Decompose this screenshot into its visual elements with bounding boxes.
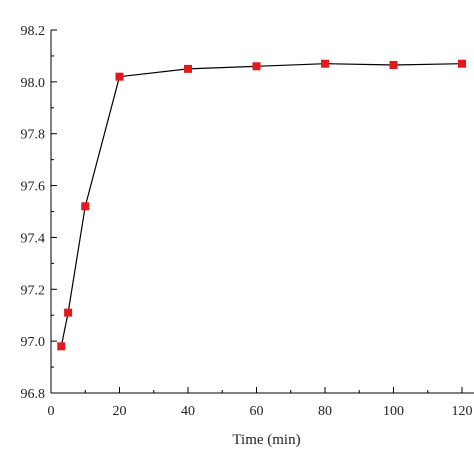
y-tick-label: 97.2 [21,283,46,298]
data-point-marker [321,59,329,68]
data-point-marker [64,308,73,317]
data-point-marker [458,59,466,68]
y-tick-label: 97.0 [21,335,46,350]
y-tick-label: 96.8 [21,387,46,402]
axes [50,30,474,394]
x-tick-label: 40 [181,404,195,419]
y-tick-label: 97.4 [21,231,46,246]
x-tick-label: 120 [452,404,473,419]
series [57,59,466,351]
y-tick-label: 98.0 [21,76,46,91]
ticks [50,29,463,394]
y-tick-label: 97.6 [21,180,46,195]
data-point-marker [81,202,90,211]
x-tick-label: 60 [250,404,264,419]
tick-labels: 96.8 97.0 97.2 97.4 97.6 97.8 98.0 98.2 0 20 40 60 8… [21,24,473,419]
x-tick-label: 100 [383,404,404,419]
data-point-marker [389,61,398,70]
data-point-marker [57,342,66,351]
data-point-marker [115,72,124,81]
data-point-marker [252,62,261,71]
x-axis-title: Time (min) [232,432,300,448]
y-tick-label: 98.2 [21,24,46,39]
series-line [60,63,463,347]
x-tick-label: 20 [113,404,127,419]
x-tick-label: 0 [48,404,55,419]
y-tick-label: 97.8 [21,128,46,143]
data-point-marker [184,64,192,73]
x-tick-label: 80 [318,404,332,419]
